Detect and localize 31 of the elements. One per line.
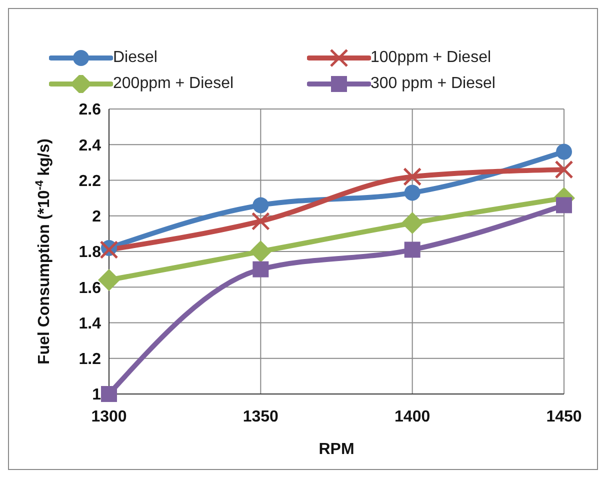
y-tick-label: 1.2: [78, 351, 102, 368]
x-tick-label: 1300: [91, 408, 127, 426]
point: [556, 197, 572, 214]
point: [252, 261, 269, 278]
point: [404, 242, 420, 258]
legend-label: 200ppm + Diesel: [113, 75, 234, 93]
point: [556, 144, 572, 160]
point: [101, 386, 117, 402]
y-tick-label: 2.2: [78, 172, 102, 190]
point: [252, 197, 269, 214]
point: [401, 212, 424, 234]
legend-label: 300 ppm + Diesel: [370, 75, 496, 93]
y-tick-label: 2: [92, 208, 102, 226]
point: [250, 240, 272, 262]
point: [404, 184, 420, 201]
x-axis-title: RPM: [318, 441, 354, 458]
y-tick-label: 2.6: [78, 102, 102, 119]
y-tick-label: 2.4: [78, 137, 102, 154]
x-tick-label: 1400: [394, 408, 430, 426]
y-tick-label: 1.8: [78, 244, 102, 262]
y-tick-label: 1.4: [78, 315, 102, 332]
legend-label: 100ppm + Diesel: [370, 49, 492, 67]
point: [100, 240, 118, 259]
y-tick-label: 1.6: [78, 280, 102, 297]
legend-label: Diesel: [113, 49, 158, 67]
x-tick-label: 1350: [242, 408, 279, 426]
point: [554, 160, 574, 179]
y-tick-label: 1: [92, 386, 102, 404]
point: [403, 167, 422, 186]
x-tick-label: 1450: [546, 408, 582, 426]
point: [251, 212, 270, 230]
